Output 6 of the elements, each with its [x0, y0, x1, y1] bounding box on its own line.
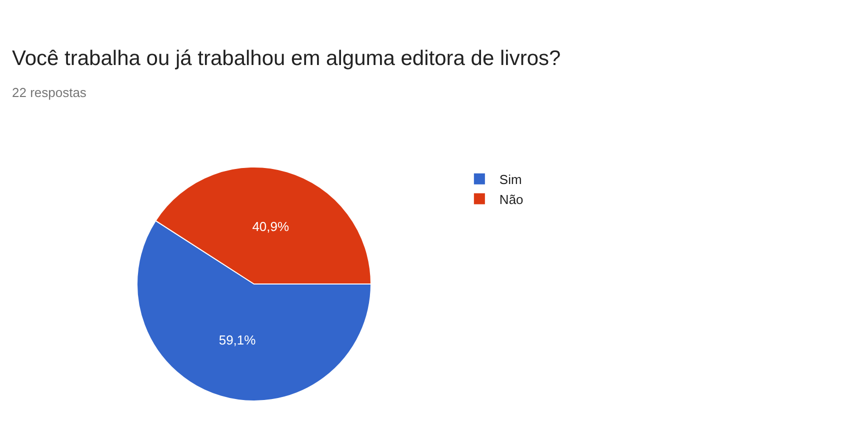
legend-label: Não — [499, 192, 524, 207]
chart-title: Você trabalha ou já trabalhou em alguma editora de livros? — [12, 47, 561, 70]
data-label: 40,9% — [252, 219, 290, 234]
data-label: 59,1% — [218, 332, 256, 348]
legend-label: Sim — [499, 172, 522, 187]
chart-subtitle: 22 respostas — [12, 85, 87, 100]
